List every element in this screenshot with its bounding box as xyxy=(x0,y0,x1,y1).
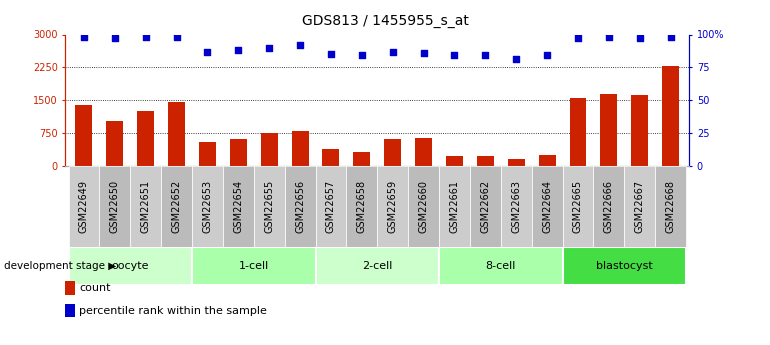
Point xyxy=(263,45,276,50)
Bar xyxy=(254,166,285,247)
Text: 2-cell: 2-cell xyxy=(362,262,393,272)
Bar xyxy=(353,152,370,166)
Bar xyxy=(384,139,401,166)
Bar xyxy=(655,166,686,247)
Bar xyxy=(106,121,123,166)
Text: GSM22665: GSM22665 xyxy=(573,180,583,233)
Bar xyxy=(346,166,377,247)
Text: GSM22649: GSM22649 xyxy=(79,180,89,233)
Text: GSM22663: GSM22663 xyxy=(511,180,521,233)
Text: GSM22657: GSM22657 xyxy=(326,179,336,233)
Bar xyxy=(439,247,563,285)
Text: oocyte: oocyte xyxy=(112,262,149,272)
Bar xyxy=(570,98,587,166)
Text: GSM22664: GSM22664 xyxy=(542,180,552,233)
Text: GSM22658: GSM22658 xyxy=(357,180,367,233)
Bar xyxy=(662,66,679,166)
Bar xyxy=(75,105,92,166)
Text: GSM22659: GSM22659 xyxy=(388,180,398,233)
Text: GSM22661: GSM22661 xyxy=(450,180,460,233)
Bar xyxy=(261,133,278,166)
Bar xyxy=(285,166,316,247)
Point xyxy=(325,51,337,57)
Bar xyxy=(161,166,192,247)
Bar xyxy=(137,111,154,166)
Bar xyxy=(500,166,531,247)
Bar xyxy=(377,166,408,247)
Bar xyxy=(69,166,99,247)
Text: GSM22662: GSM22662 xyxy=(480,180,490,233)
Text: GSM22655: GSM22655 xyxy=(264,179,274,233)
Bar xyxy=(192,247,316,285)
Text: GSM22651: GSM22651 xyxy=(141,180,151,233)
Point xyxy=(233,48,245,53)
Text: GSM22654: GSM22654 xyxy=(233,180,243,233)
Bar xyxy=(507,159,524,166)
Bar xyxy=(531,166,563,247)
Bar xyxy=(439,166,470,247)
Point xyxy=(479,53,491,58)
Bar xyxy=(415,138,432,166)
Point xyxy=(572,36,584,41)
Point xyxy=(139,34,152,40)
Bar xyxy=(470,166,500,247)
Point xyxy=(448,53,460,58)
Point xyxy=(109,36,121,41)
Bar xyxy=(477,156,494,166)
Bar xyxy=(539,155,556,166)
Text: count: count xyxy=(79,283,111,293)
Text: GSM22667: GSM22667 xyxy=(634,180,644,233)
Point xyxy=(541,53,554,58)
Bar xyxy=(223,166,254,247)
Point xyxy=(294,42,306,48)
Text: GSM22656: GSM22656 xyxy=(295,180,305,233)
Text: 1-cell: 1-cell xyxy=(239,262,269,272)
Bar xyxy=(316,166,346,247)
Text: development stage ▶: development stage ▶ xyxy=(4,261,116,270)
Text: percentile rank within the sample: percentile rank within the sample xyxy=(79,306,267,315)
Bar xyxy=(446,156,463,166)
Text: GDS813 / 1455955_s_at: GDS813 / 1455955_s_at xyxy=(302,14,468,28)
Point xyxy=(665,34,677,40)
Point xyxy=(417,50,430,56)
Point xyxy=(356,53,368,58)
Point xyxy=(201,49,213,54)
Point xyxy=(603,34,615,40)
Point xyxy=(510,57,522,62)
Bar xyxy=(199,142,216,166)
Text: GSM22660: GSM22660 xyxy=(419,180,429,233)
Bar xyxy=(323,149,340,166)
Text: GSM22650: GSM22650 xyxy=(110,180,120,233)
Bar xyxy=(69,247,192,285)
Bar xyxy=(624,166,655,247)
Bar xyxy=(631,95,648,166)
Text: 8-cell: 8-cell xyxy=(486,262,516,272)
Bar xyxy=(601,95,618,166)
Bar xyxy=(563,166,594,247)
Bar xyxy=(292,131,309,166)
Bar xyxy=(563,247,686,285)
Point xyxy=(170,34,182,40)
Text: GSM22668: GSM22668 xyxy=(665,180,675,233)
Bar xyxy=(130,166,161,247)
Bar xyxy=(230,138,247,166)
Bar xyxy=(99,166,130,247)
Point xyxy=(78,34,90,40)
Bar xyxy=(168,102,185,166)
Bar xyxy=(594,166,624,247)
Point xyxy=(634,36,646,41)
Bar xyxy=(316,247,439,285)
Bar xyxy=(408,166,439,247)
Text: GSM22653: GSM22653 xyxy=(203,180,213,233)
Bar xyxy=(192,166,223,247)
Point xyxy=(387,49,399,54)
Text: GSM22652: GSM22652 xyxy=(172,179,182,233)
Text: GSM22666: GSM22666 xyxy=(604,180,614,233)
Text: blastocyst: blastocyst xyxy=(596,262,653,272)
